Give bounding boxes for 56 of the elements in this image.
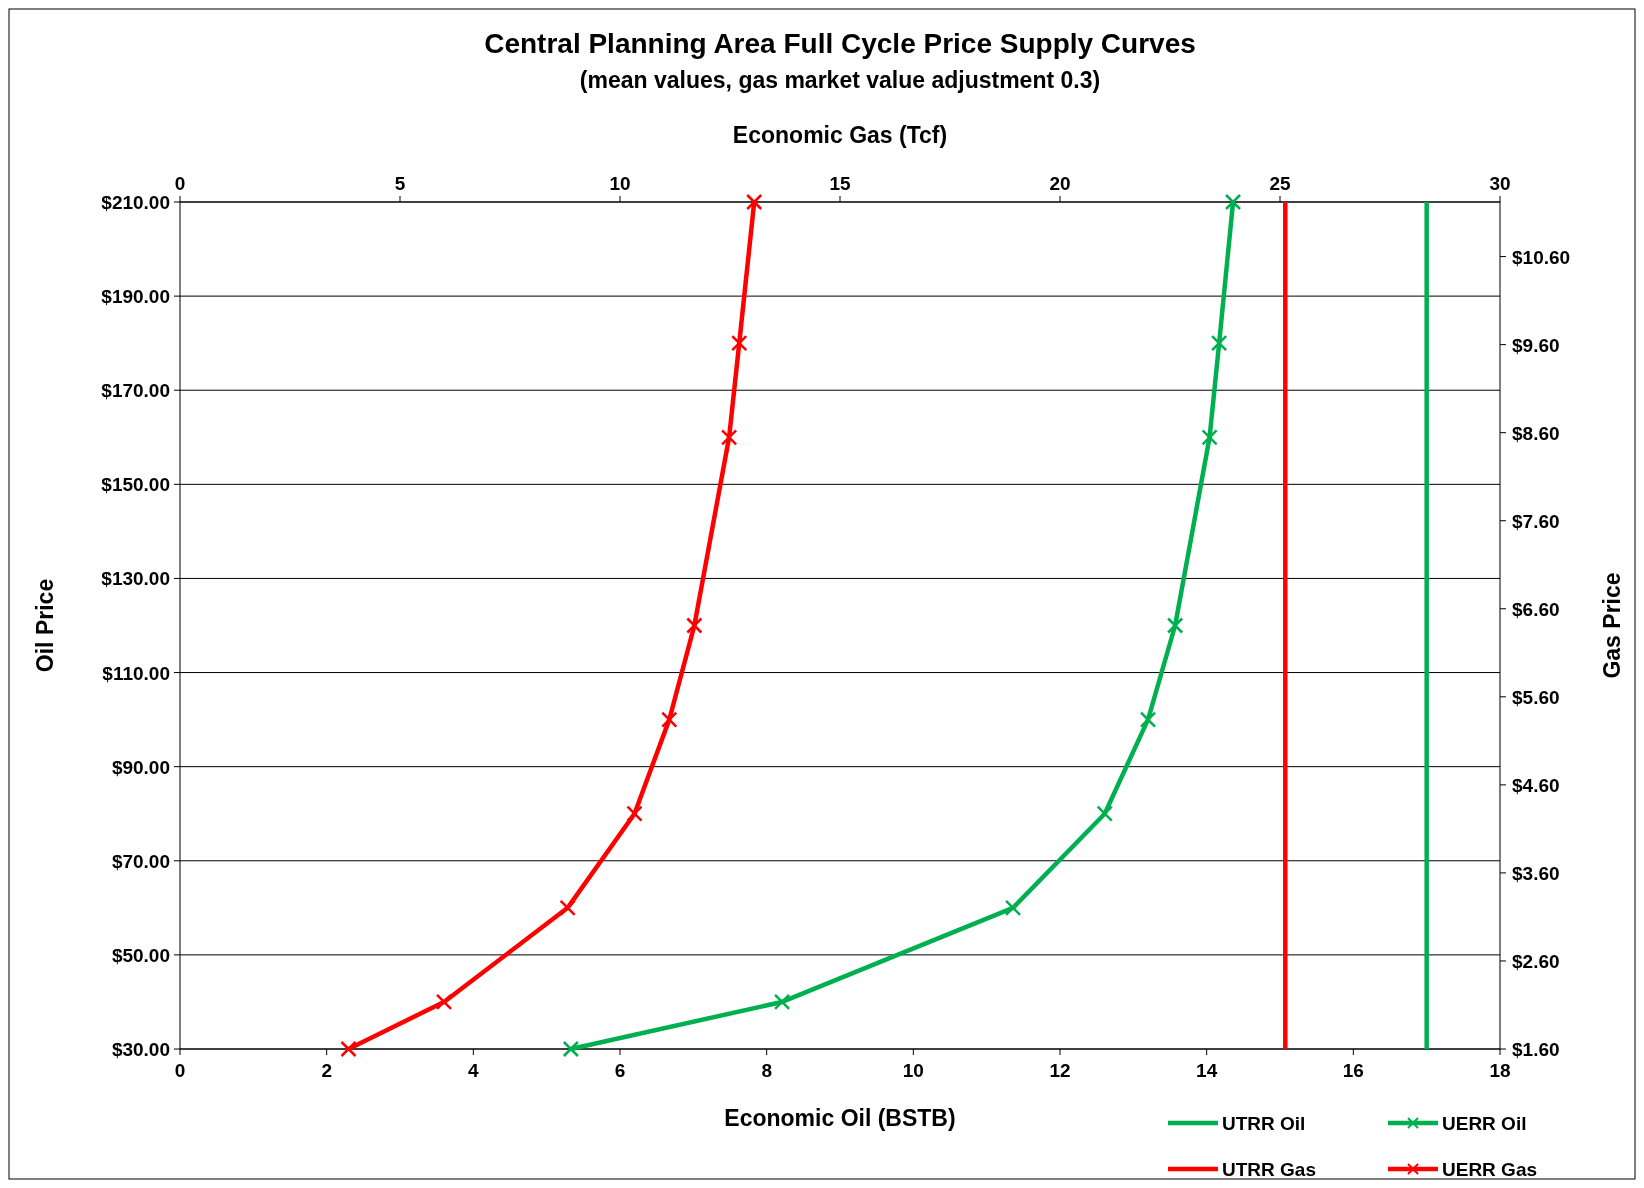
x-tick-label: 10	[902, 1060, 924, 1081]
x-tick-label: 2	[321, 1060, 332, 1081]
y2-tick-label: $3.60	[1512, 862, 1560, 884]
y2-tick-label: $6.60	[1512, 598, 1560, 620]
point	[1139, 711, 1157, 728]
x2-tick-label: 0	[174, 173, 186, 194]
y-tick-label: $50.00	[111, 944, 170, 966]
y-tick-label: $70.00	[111, 850, 170, 872]
y-tick-label: $190.00	[101, 286, 170, 308]
x-tick-label: 6	[614, 1060, 626, 1081]
x2-tick-label: 10	[609, 173, 631, 194]
legend-label: UERR Oil	[1442, 1113, 1527, 1134]
point	[1210, 334, 1228, 352]
y-tick-label: $90.00	[111, 756, 170, 778]
point	[1004, 899, 1022, 917]
legend-label: UERR Gas	[1442, 1159, 1538, 1180]
y-tick-label: $30.00	[111, 1039, 170, 1060]
x-tick-label: 18	[1489, 1060, 1511, 1081]
legend-label: UTRR Gas	[1222, 1159, 1316, 1180]
x-axis-title: Economic Oil (BSTB)	[724, 1105, 956, 1131]
point	[1224, 193, 1242, 211]
y2-tick-label: $9.60	[1512, 334, 1560, 356]
point	[773, 993, 791, 1011]
y-tick-label: $170.00	[101, 380, 170, 402]
x-tick-label: 8	[761, 1060, 772, 1081]
x2-tick-label: 30	[1489, 173, 1511, 194]
y2-tick-label: $2.60	[1512, 950, 1560, 972]
chart-title: Central Planning Area Full Cycle Price Supply Curves	[484, 28, 1196, 59]
legend-label: UTRR Oil	[1222, 1113, 1306, 1134]
x2-tick-label: 5	[394, 173, 406, 194]
y2-tick-label: $1.60	[1512, 1039, 1560, 1060]
x2-tick-label: 25	[1269, 173, 1291, 194]
y2-tick-label: $8.60	[1512, 422, 1560, 444]
point	[1201, 429, 1218, 446]
y2-tick-label: $7.60	[1512, 510, 1560, 532]
chart-subtitle: (mean values, gas market value adjustment 0.3)	[579, 67, 1101, 93]
y2-tick-label: $4.60	[1512, 774, 1560, 796]
x-tick-label: 14	[1196, 1060, 1218, 1081]
y-axis-title: Oil Price	[32, 578, 58, 673]
y2-tick-label: $10.60	[1512, 246, 1571, 268]
y-tick-label: $150.00	[101, 474, 170, 496]
y-tick-label: $110.00	[102, 662, 170, 684]
y2-tick-label: $5.60	[1512, 686, 1560, 708]
point	[1166, 617, 1184, 634]
x-tick-label: 4	[468, 1060, 480, 1081]
point	[1096, 805, 1113, 822]
x-tick-label: 16	[1342, 1060, 1364, 1081]
y-tick-label: $130.00	[101, 568, 170, 590]
y-tick-label: $210.00	[101, 192, 170, 213]
x2-tick-label: 20	[1049, 173, 1071, 194]
x2-tick-label: 15	[829, 173, 851, 194]
x-tick-label: 12	[1049, 1060, 1071, 1081]
x2-axis-title: Economic Gas (Tcf)	[732, 122, 948, 148]
y2-axis-title: Gas Price	[1599, 572, 1625, 679]
point	[562, 1040, 580, 1058]
x-tick-label: 0	[174, 1060, 186, 1081]
